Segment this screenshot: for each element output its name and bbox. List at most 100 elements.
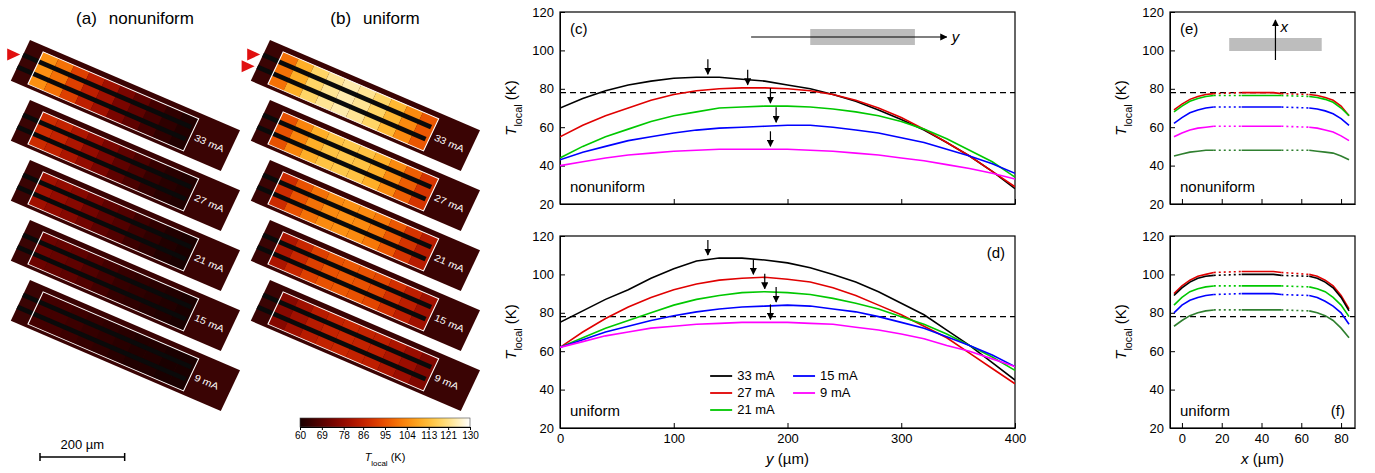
layer-label: 27 mA [193, 192, 226, 214]
colorbar-tick: 86 [358, 427, 370, 441]
panel-letter: (b) [330, 9, 351, 28]
inset-arrow [1275, 20, 1276, 60]
x-axis-title: x (µm) [1240, 450, 1284, 467]
x-tick-mark [788, 199, 789, 204]
layer-label: 21 mA [193, 252, 226, 274]
legend-item: 33 mA [710, 368, 775, 383]
gap-bridge [1214, 92, 1242, 95]
panel-title: (a) nonuniform [76, 9, 194, 28]
gap-bridge [1281, 309, 1309, 312]
gap-bridge [1281, 95, 1309, 98]
colorbar-tick-label: 60 [295, 430, 307, 441]
y-tick-label: 60 [540, 344, 554, 359]
line-panel: 20406080100120x(e)nonuniformTlocal (K) [1112, 5, 1356, 212]
x-tick-mark [1182, 199, 1183, 204]
y-tick-label: 40 [1150, 382, 1164, 397]
peak-arrow [770, 304, 771, 319]
x-axis: 020406080 [1171, 423, 1356, 446]
x-tick-mark [1222, 199, 1223, 204]
heatmap-panel: 9 mA15 mA21 mA27 mA33 mA [7, 40, 240, 411]
series-line [1174, 150, 1349, 160]
label-unit: (K) [502, 304, 519, 328]
colorbar-tick-label: 104 [399, 430, 416, 441]
scale-bar-end [39, 453, 41, 461]
colorbar-tick: 78 [339, 427, 351, 441]
heatmap-panel: 9 mA15 mA21 mA27 mA33 mA [242, 40, 480, 411]
y-tick-label: 60 [540, 120, 554, 135]
sample-outline [268, 52, 439, 151]
legend-label: 27 mA [737, 385, 775, 400]
series-line [560, 322, 1015, 366]
contact-marker [242, 60, 255, 72]
y-tick-label: 120 [532, 229, 554, 244]
label-unit: (µm) [774, 450, 809, 467]
y-tick-mark [560, 351, 565, 352]
x-tick [1262, 199, 1263, 204]
gap-bridge [1214, 125, 1242, 127]
x-tick-mark [1341, 423, 1342, 428]
panel-letter: (e) [1180, 20, 1198, 37]
y-tick-mark [1170, 351, 1175, 352]
colorbar-tick-label: 78 [339, 430, 351, 441]
legend-item: 9 mA [793, 385, 851, 400]
plot-area [560, 240, 1015, 384]
x-tick [1341, 199, 1342, 204]
y-tick-mark [1170, 390, 1175, 391]
x-tick-label: 40 [1255, 431, 1269, 446]
gap-bridge [1281, 149, 1309, 151]
y-tick-label: 40 [540, 382, 554, 397]
heatmap-layer: 33 mA [251, 40, 480, 171]
y-tick-label: 20 [540, 421, 554, 436]
x-tick: 80 [1334, 423, 1348, 446]
panel-subtitle: nonuniform [109, 9, 194, 28]
y-tick-mark [560, 50, 565, 51]
y-tick-mark [560, 89, 565, 90]
y-tick-label: 20 [1150, 421, 1164, 436]
scale-bar-label: 200 µm [61, 437, 105, 452]
y-axis-title: Tlocal (K) [1112, 80, 1134, 136]
legend-swatch [710, 409, 732, 411]
x-tick: 60 [1295, 423, 1309, 446]
peak-arrow [707, 59, 708, 74]
x-tick [901, 199, 902, 204]
y-tick-mark [1170, 50, 1175, 51]
x-tick-label: 0 [557, 431, 564, 446]
panel-letter: (c) [570, 20, 588, 37]
label-sub: local [1122, 328, 1134, 350]
x-tick [1182, 199, 1183, 204]
colorbar-tick: 95 [380, 427, 392, 441]
peak-arrow [707, 240, 708, 255]
gap-bridge [1214, 95, 1242, 97]
x-tick-mark [901, 423, 902, 428]
label-unit: (µm) [1249, 450, 1284, 467]
legend-item: 27 mA [710, 385, 775, 400]
x-tick-mark [1301, 423, 1302, 428]
x-tick: 0 [1179, 423, 1186, 446]
y-tick-mark [1170, 274, 1175, 275]
y-tick-label: 80 [1150, 305, 1164, 320]
x-tick: 300 [891, 423, 913, 446]
x-tick [1222, 199, 1223, 204]
peak-arrow [770, 131, 771, 146]
plot-frame [1170, 12, 1355, 204]
x-tick [788, 199, 789, 204]
legend-label: 9 mA [820, 385, 851, 400]
x-tick-label: 400 [1005, 431, 1027, 446]
contact-marker [247, 48, 260, 60]
peak-arrow [747, 70, 748, 85]
x-tick [1301, 199, 1302, 204]
panel-letter: (a) [76, 9, 97, 28]
layer-label: 9 mA [433, 372, 461, 391]
gap-bridge [1281, 285, 1309, 288]
series-line [560, 292, 1015, 371]
label-sub: local [512, 328, 524, 350]
y-tick: 40 [540, 382, 565, 397]
y-tick-label: 40 [1150, 158, 1164, 173]
layer-label: 27 mA [433, 192, 466, 214]
x-tick [674, 199, 675, 204]
x-tick-label: 300 [891, 431, 913, 446]
peak-arrow [764, 274, 765, 289]
reference-line [560, 92, 1015, 93]
label-sub: local [512, 104, 524, 126]
y-tick-label: 120 [1142, 229, 1164, 244]
